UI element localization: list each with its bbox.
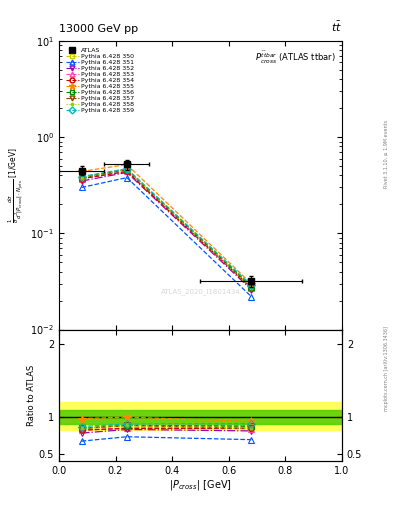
Pythia 6.428 350 [125, 166, 129, 172]
X-axis label: $|P_{cross}|$ [GeV]: $|P_{cross}|$ [GeV] [169, 478, 232, 493]
Pythia 6.428 359 [79, 174, 84, 180]
Pythia 6.428 352 [249, 287, 254, 293]
Pythia 6.428 354 [249, 285, 254, 291]
Pythia 6.428 351 [125, 175, 129, 181]
Pythia 6.428 356 [249, 284, 254, 290]
Y-axis label: $\frac{1}{\sigma}\frac{d\sigma}{d^{2}|P_{cross}|\cdot N_{jets}}$ [1/GeV]: $\frac{1}{\sigma}\frac{d\sigma}{d^{2}|P_… [7, 147, 26, 223]
Line: Pythia 6.428 358: Pythia 6.428 358 [79, 167, 254, 291]
Pythia 6.428 356 [79, 175, 84, 181]
Pythia 6.428 352 [79, 178, 84, 184]
Pythia 6.428 351 [249, 293, 254, 300]
Pythia 6.428 357 [79, 175, 84, 181]
Pythia 6.428 354 [79, 176, 84, 182]
Bar [59, 402, 342, 430]
Pythia 6.428 350 [79, 175, 84, 181]
Pythia 6.428 358 [79, 175, 84, 181]
Legend: ATLAS, Pythia 6.428 350, Pythia 6.428 351, Pythia 6.428 352, Pythia 6.428 353, P: ATLAS, Pythia 6.428 350, Pythia 6.428 35… [65, 47, 135, 114]
Pythia 6.428 357 [125, 166, 129, 173]
Bar [59, 410, 342, 424]
Pythia 6.428 353 [249, 285, 254, 291]
Text: 13000 GeV pp: 13000 GeV pp [59, 24, 138, 34]
Line: Pythia 6.428 357: Pythia 6.428 357 [79, 167, 254, 291]
Pythia 6.428 355 [249, 281, 254, 287]
Pythia 6.428 354 [125, 168, 129, 175]
Pythia 6.428 353 [79, 176, 84, 182]
Pythia 6.428 358 [125, 166, 129, 173]
Pythia 6.428 352 [125, 169, 129, 176]
Text: $t\bar{t}$: $t\bar{t}$ [331, 19, 342, 34]
Line: Pythia 6.428 354: Pythia 6.428 354 [79, 168, 254, 291]
Pythia 6.428 359 [249, 282, 254, 288]
Pythia 6.428 355 [125, 161, 129, 167]
Text: mcplots.cern.ch [arXiv:1306.3436]: mcplots.cern.ch [arXiv:1306.3436] [384, 326, 389, 411]
Line: Pythia 6.428 359: Pythia 6.428 359 [79, 166, 254, 288]
Pythia 6.428 358 [249, 285, 254, 291]
Pythia 6.428 351 [79, 184, 84, 190]
Pythia 6.428 355 [79, 168, 84, 175]
Pythia 6.428 356 [125, 166, 129, 173]
Line: Pythia 6.428 350: Pythia 6.428 350 [79, 166, 254, 289]
Pythia 6.428 357 [249, 285, 254, 291]
Line: Pythia 6.428 351: Pythia 6.428 351 [79, 175, 254, 300]
Line: Pythia 6.428 356: Pythia 6.428 356 [79, 167, 254, 289]
Line: Pythia 6.428 352: Pythia 6.428 352 [79, 169, 254, 292]
Text: $P^{\bar{t}\bar{t}bar}_{cross}$ (ATLAS ttbar): $P^{\bar{t}\bar{t}bar}_{cross}$ (ATLAS t… [255, 50, 336, 66]
Text: ATLAS_2020_I1801434: ATLAS_2020_I1801434 [161, 288, 240, 295]
Text: Rivet 3.1.10, ≥ 1.9M events: Rivet 3.1.10, ≥ 1.9M events [384, 119, 389, 188]
Y-axis label: Ratio to ATLAS: Ratio to ATLAS [27, 365, 36, 426]
Line: Pythia 6.428 355: Pythia 6.428 355 [77, 160, 255, 288]
Pythia 6.428 359 [125, 166, 129, 172]
Pythia 6.428 350 [249, 284, 254, 290]
Pythia 6.428 353 [125, 168, 129, 175]
Line: Pythia 6.428 353: Pythia 6.428 353 [79, 168, 254, 291]
